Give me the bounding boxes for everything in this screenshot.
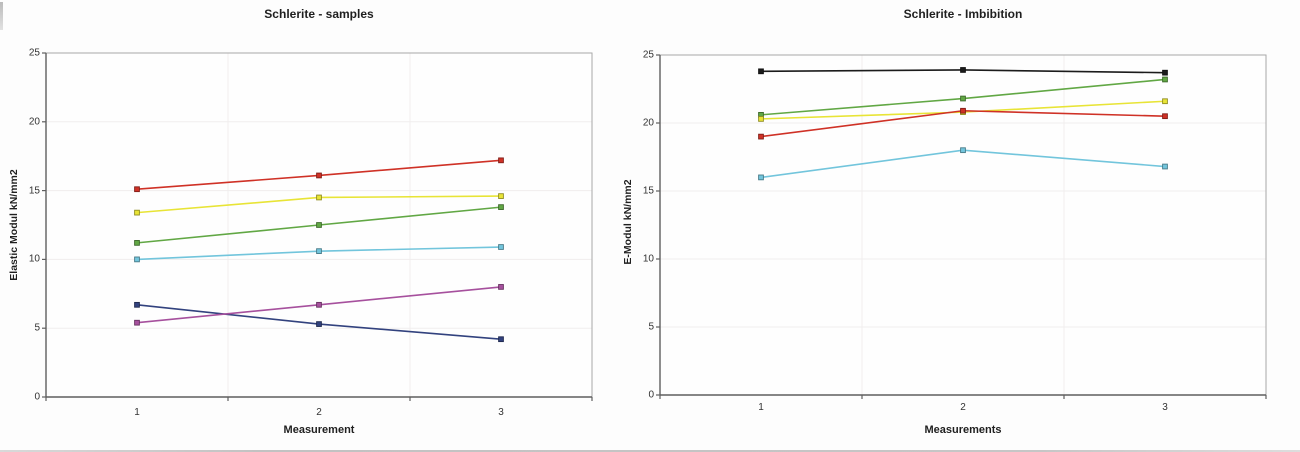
- x-axis-title-samples: Measurement: [283, 424, 355, 436]
- y-tick-label: 5: [648, 321, 654, 333]
- scan-artifact-mark: [0, 2, 3, 30]
- magenta-series-marker: [498, 284, 504, 290]
- red-series-marker: [134, 186, 140, 193]
- y-tick-label: 20: [642, 117, 654, 129]
- x-tick-label: 3: [1162, 402, 1168, 413]
- y-tick-label: 10: [642, 253, 654, 265]
- x-tick-label: 2: [316, 407, 322, 418]
- darkblue-series-marker: [134, 301, 140, 308]
- darkblue-series-marker: [498, 336, 504, 343]
- yellow-series-marker: [498, 193, 504, 199]
- lightblue-series-marker: [498, 244, 504, 250]
- yellow-series-marker: [316, 194, 322, 201]
- green-series-marker: [134, 240, 140, 246]
- y-axis-title-samples: Elastic Modul kN/mm2: [8, 169, 20, 281]
- magenta-series-marker: [134, 319, 140, 326]
- yellow-series-marker: [758, 116, 764, 122]
- y-tick-label: 25: [642, 49, 654, 61]
- y-tick-label: 15: [642, 185, 654, 197]
- red-series-marker: [316, 172, 322, 179]
- red-series-marker: [960, 107, 966, 114]
- y-tick-label: 25: [28, 47, 40, 59]
- red-series-marker: [758, 133, 764, 140]
- green-series-marker: [960, 95, 966, 102]
- y-axis-title-imbibition: E-Modul kN/mm2: [622, 179, 634, 265]
- y-tick-label: 0: [34, 391, 40, 403]
- red-series-marker: [498, 157, 504, 164]
- chart-title-samples: Schlerite - samples: [264, 7, 374, 21]
- y-tick-label: 10: [28, 253, 40, 265]
- y-tick-label: 0: [648, 389, 654, 401]
- x-tick-label: 1: [758, 402, 764, 413]
- chart-title-imbibition: Schlerite - Imbibition: [903, 7, 1023, 21]
- lightblue-series-marker: [960, 147, 966, 154]
- lightblue-series-marker: [1162, 163, 1168, 170]
- green-series-marker: [316, 222, 322, 228]
- yellow-series-marker: [134, 209, 140, 216]
- y-tick-label: 15: [28, 185, 40, 197]
- yellow-series-marker: [1162, 98, 1168, 105]
- x-tick-label: 3: [498, 407, 504, 418]
- green-series-marker: [1162, 76, 1168, 83]
- y-tick-label: 5: [34, 322, 40, 334]
- y-tick-label: 20: [28, 116, 40, 128]
- lightblue-series-marker: [316, 248, 322, 254]
- x-axis-title-imbibition: Measurements: [924, 424, 1002, 436]
- x-tick-label: 1: [134, 407, 140, 418]
- green-series-marker: [498, 204, 504, 210]
- black-series-marker: [960, 67, 966, 73]
- plot-area: [660, 55, 1266, 395]
- x-tick-label: 2: [960, 402, 966, 413]
- black-series-marker: [1162, 69, 1168, 76]
- black-series-marker: [758, 68, 764, 75]
- screenshot-bottom-edge: [0, 450, 1300, 452]
- darkblue-series-marker: [316, 321, 322, 327]
- lightblue-series-marker: [134, 256, 140, 263]
- red-series-marker: [1162, 113, 1168, 120]
- magenta-series-marker: [316, 301, 322, 308]
- lightblue-series-marker: [758, 174, 764, 181]
